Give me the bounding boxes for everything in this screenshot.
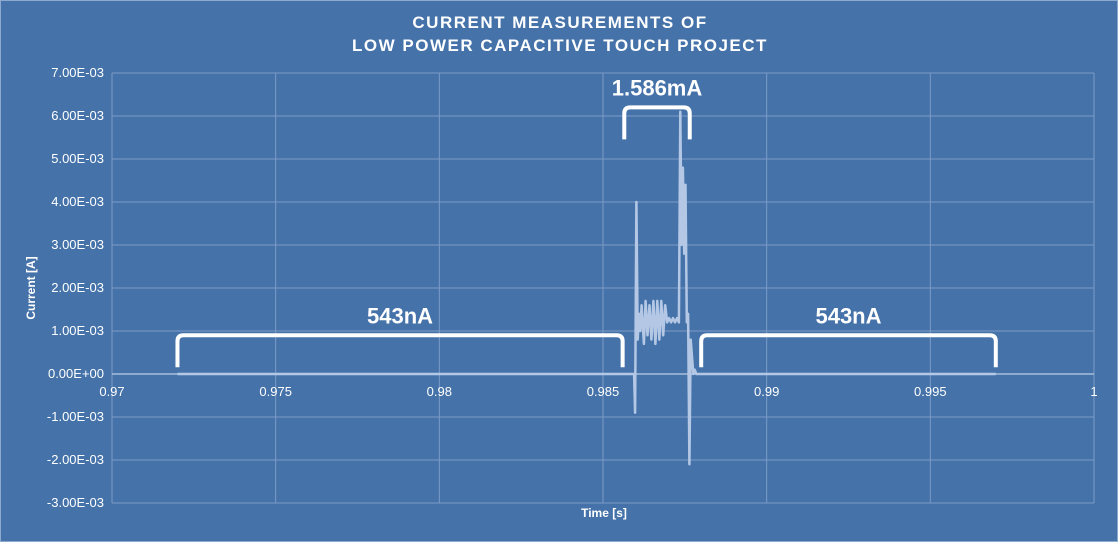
y-tick-label: -3.00E-03 [47,495,104,510]
x-tick-label: 0.975 [259,384,292,399]
annotations: 543nA 1.586mA 543nA [175,75,998,368]
y-tick-label: 4.00E-03 [51,194,104,209]
y-tick-label: 2.00E-03 [51,280,104,295]
annotation-bracket [699,333,998,368]
annotation-bracket [622,105,692,140]
grid-lines [111,72,1095,504]
y-tick-label: -1.00E-03 [47,409,104,424]
x-tick-label: 0.995 [914,384,947,399]
y-tick-label: 3.00E-03 [51,237,104,252]
y-axis-label: Current [A] [24,256,38,319]
x-axis-label: Time [s] [581,506,627,520]
annotation-bracket [175,333,625,368]
annotation-label: 543nA [367,303,433,328]
y-tick-label: -2.00E-03 [47,452,104,467]
y-tick-label: 7.00E-03 [51,65,104,80]
x-tick-labels: 0.97 0.975 0.98 0.985 0.99 0.995 1 [99,384,1097,399]
annotation-label: 1.586mA [612,75,703,100]
y-tick-label: 5.00E-03 [51,151,104,166]
x-tick-label: 0.99 [754,384,779,399]
y-tick-label: 0.00E+00 [48,366,104,381]
series-line [177,110,996,466]
chart-title-line-1: CURRENT MEASUREMENTS OF [412,13,708,32]
chart-title-line-2: LOW POWER CAPACITIVE TOUCH PROJECT [352,36,768,55]
y-tick-label: 1.00E-03 [51,323,104,338]
y-tick-labels: 7.00E-03 6.00E-03 5.00E-03 4.00E-03 3.00E-03… [47,65,104,510]
annotation-label: 543nA [815,303,881,328]
series-current [177,110,996,466]
x-tick-label: 0.98 [427,384,452,399]
x-tick-label: 1 [1090,384,1097,399]
x-tick-label: 0.97 [99,384,124,399]
x-tick-label: 0.985 [587,384,620,399]
y-tick-label: 6.00E-03 [51,108,104,123]
